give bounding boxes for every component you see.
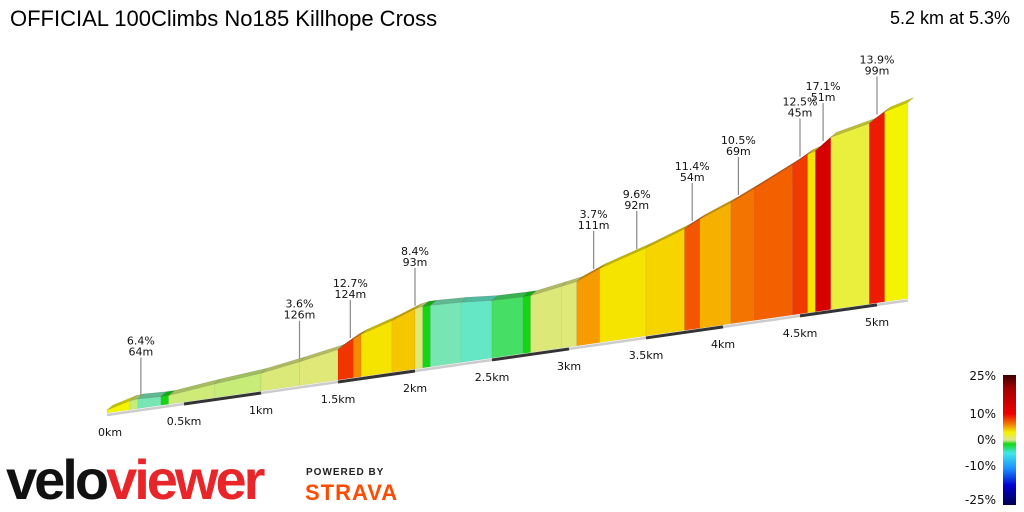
annotation-grade: 10.5% [721,134,756,147]
gradient-annotation: 11.4%54m [675,160,710,222]
annotation-grade: 11.4% [675,160,710,173]
annotation-length: 126m [284,309,316,322]
x-tick-label: 3.5km [629,349,664,362]
distance-band [645,325,724,340]
profile-segment [684,218,701,331]
annotation-grade: 6.4% [127,335,155,348]
annotation-length: 111m [578,219,610,232]
annotation-grade: 12.7% [333,277,368,290]
gradient-annotation: 6.4%64m [127,335,155,396]
annotations: 6.4%64m 3.6%126m 12.7%124m 8.4%93m 3.7%111m 9… [127,54,895,396]
gradient-annotation: 8.4%93m [401,245,429,306]
gradient-legend: 25% 10% 0% -10% -25% [965,369,996,507]
x-tick-label: 5km [865,316,889,329]
x-tick-label: 1.5km [321,393,356,406]
profile-segment [530,285,562,353]
profile-segment [491,296,524,359]
climb-summary: 5.2 km at 5.3% [889,8,1010,28]
annotation-grade: 12.5% [783,96,818,109]
x-tick-label: 2.5km [475,371,510,384]
profile-segment [807,150,816,314]
x-tick-label: 1km [249,404,273,417]
annotation-grade: 8.4% [401,245,429,258]
x-tick-label: 4km [711,338,735,351]
annotation-grade: 17.1% [806,80,841,93]
profile-segment [830,122,870,310]
profile-segment [337,338,354,381]
gradient-annotation: 9.6%92m [623,188,651,249]
distance-axis: 0km 0.5km 1km 1.5km 2km 2.5km 3km 3.5km 4km 4.5km… [98,299,908,439]
annotation-length: 51m [811,91,836,104]
legend-label: 10% [969,407,996,421]
profile-segment [522,295,531,354]
legend-label: 25% [969,369,996,383]
distance-band [337,369,416,384]
annotation-length: 45m [788,107,813,120]
profile-segment [353,333,362,379]
x-tick-label: 0.5km [167,415,202,428]
annotation-length: 93m [403,256,428,269]
profile-top-ribbon [884,97,914,113]
gradient-annotation: 10.5%69m [721,134,756,196]
annotation-length: 69m [726,145,751,158]
annotation-length: 54m [680,171,705,184]
annotation-length: 92m [624,199,649,212]
profile-segment [753,164,793,321]
profile-segment [560,281,578,349]
powered-by-text: POWERED BY [306,467,385,478]
gradient-annotation: 12.7%124m [333,277,368,338]
x-tick-label: 4.5km [783,327,818,340]
distance-band [183,391,262,406]
profile-segment [868,111,886,305]
profile-segments [106,97,914,414]
annotation-grade: 3.6% [286,298,314,311]
page-title: OFFICIAL 100Climbs No185 Killhope Cross [10,6,438,31]
gradient-legend-bar [1003,375,1016,505]
profile-segment [460,300,493,363]
profile-segment [160,395,169,406]
profile-segment [730,188,755,325]
profile-segment [576,267,601,347]
annotation-length: 99m [865,65,890,78]
gradient-annotation: 17.1%51m [806,80,841,142]
profile-segment [360,320,393,378]
annotation-grade: 13.9% [860,54,895,67]
annotation-grade: 3.7% [580,208,608,221]
legend-label: -25% [965,493,996,507]
profile-segment [422,304,431,369]
legend-label: 0% [977,433,996,447]
gradient-annotation: 3.6%126m [284,298,316,359]
profile-segment [791,153,809,316]
profile-segment [414,305,424,370]
x-tick-label: 2km [403,382,427,395]
legend-label: -10% [965,459,996,473]
gradient-annotation: 3.7%111m [578,208,610,269]
annotation-length: 124m [334,288,366,301]
profile-segment [815,136,832,313]
annotation-length: 64m [129,346,154,359]
profile-segment [430,301,462,368]
gradient-annotation: 12.5%45m [783,96,818,157]
distance-band [491,347,570,362]
veloviewer-logo: veloviewer [6,448,265,511]
gradient-annotation: 13.9%99m [860,54,895,115]
x-tick-label: 3km [557,360,581,373]
x-tick-label: 0km [98,426,122,439]
profile-segment [699,202,732,329]
profile-segment [884,102,909,303]
profile-segment [599,247,647,343]
annotation-grade: 9.6% [623,188,651,201]
distance-band [799,303,878,318]
strava-logo: STRAVA [305,480,399,505]
